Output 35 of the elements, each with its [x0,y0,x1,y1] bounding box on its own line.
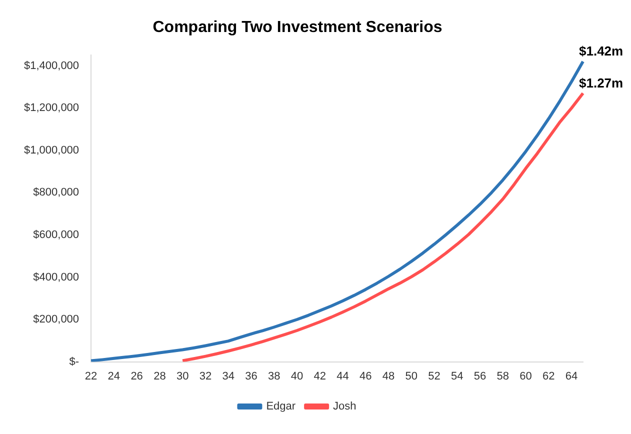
annotation: $1.42m [579,44,624,59]
x-tick-label: 42 [314,370,326,382]
legend-label: Edgar [266,400,296,413]
y-tick-label: $800,000 [33,186,80,199]
chart-title: Comparing Two Investment Scenarios [152,19,442,36]
y-tick-label: $400,000 [33,271,80,284]
y-tick-label: $200,000 [33,314,80,326]
annotation: $1.27m [579,75,624,90]
x-tick-label: 40 [290,370,304,382]
x-tick-label: 60 [520,370,532,382]
x-tick-label: 62 [542,370,555,382]
x-tick-label: 54 [451,370,464,382]
x-tick-label: 28 [154,370,166,382]
x-tick-label: 32 [199,370,212,382]
x-tick-label: 52 [428,370,440,382]
legend-label: Josh [333,400,356,413]
y-tick-label: $1,200,000 [24,102,80,114]
x-tick-label: 26 [130,370,143,382]
x-tick-label: 38 [268,370,280,382]
x-tick-label: 46 [360,370,372,382]
x-tick-label: 48 [382,370,395,382]
y-tick-label: $- [69,356,80,368]
y-tick-label: $1,400,000 [24,60,80,72]
x-tick-label: 34 [222,370,234,382]
x-tick-label: 22 [84,370,98,382]
y-tick-label: $600,000 [33,228,80,241]
y-tick-label: $1,000,000 [24,144,80,156]
x-tick-label: 50 [405,370,418,382]
x-tick-label: 30 [176,370,189,382]
x-tick-label: 64 [565,370,578,382]
x-tick-label: 36 [245,370,258,382]
x-tick-label: 58 [496,370,510,382]
x-tick-label: 24 [108,370,120,382]
x-tick-label: 56 [474,370,486,382]
x-tick-label: 44 [336,370,349,382]
